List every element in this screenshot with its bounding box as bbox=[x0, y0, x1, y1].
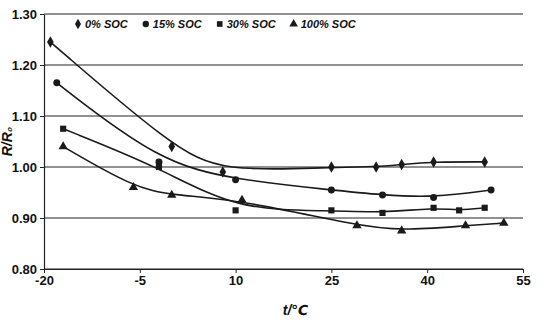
legend-symbol bbox=[217, 21, 223, 27]
point bbox=[481, 156, 488, 167]
axis-line bbox=[44, 15, 45, 270]
point bbox=[328, 161, 335, 172]
tick-label: 1.10 bbox=[12, 109, 37, 124]
legend-label: 0% SOC bbox=[85, 18, 129, 30]
tick: 1.10 bbox=[12, 109, 44, 124]
point bbox=[232, 176, 239, 183]
legend-symbol bbox=[75, 19, 81, 30]
point bbox=[430, 194, 437, 201]
point bbox=[129, 182, 138, 190]
tick-label: 1.20 bbox=[12, 58, 37, 73]
tick-label: 25 bbox=[325, 273, 339, 288]
series-line bbox=[63, 147, 504, 229]
point bbox=[398, 159, 405, 170]
grid-line bbox=[44, 14, 523, 15]
grid-line bbox=[44, 167, 523, 168]
legend-symbol bbox=[143, 21, 149, 27]
tick: 0.90 bbox=[12, 211, 44, 226]
point bbox=[352, 220, 361, 228]
tick-label: 55 bbox=[516, 273, 530, 288]
tick-label: -5 bbox=[135, 273, 147, 288]
point bbox=[156, 164, 162, 170]
point bbox=[328, 207, 334, 213]
point bbox=[237, 195, 246, 203]
legend-item: 100% SOC bbox=[289, 18, 356, 30]
y-axis-title: R/R₀ bbox=[0, 126, 15, 156]
point bbox=[47, 36, 54, 47]
tick-label: 0.80 bbox=[12, 262, 37, 277]
point bbox=[379, 210, 385, 216]
grid-line bbox=[44, 116, 523, 117]
y-axis: 0.80 0.90 1.00 1.10 1.20 1.30 bbox=[12, 7, 45, 277]
legend-label: 30% SOC bbox=[227, 18, 277, 30]
legend-item: 15% SOC bbox=[143, 18, 203, 30]
point bbox=[328, 186, 335, 193]
point bbox=[499, 218, 508, 226]
tick-mark bbox=[40, 65, 44, 66]
tick-label: 0.90 bbox=[12, 211, 37, 226]
tick-label: 1.00 bbox=[12, 160, 37, 175]
point bbox=[53, 79, 60, 86]
point bbox=[60, 126, 66, 132]
tick-mark bbox=[40, 116, 44, 117]
legend-item: 30% SOC bbox=[217, 18, 277, 30]
tick: 1.20 bbox=[12, 58, 44, 73]
legend: 0% SOC 15% SOC 30% SOC 100% SOC bbox=[75, 18, 357, 30]
point bbox=[379, 192, 386, 199]
plot: -20 -5 10 25 40 55 0.80 0.90 1.00 1.10 1.20 1.30 0% … bbox=[12, 7, 531, 289]
grid-line bbox=[44, 218, 523, 219]
grid bbox=[44, 14, 523, 269]
point bbox=[488, 186, 495, 193]
tick: 25 bbox=[325, 269, 339, 288]
tick: -20 bbox=[35, 269, 54, 288]
tick: 0.80 bbox=[12, 262, 44, 277]
tick-mark bbox=[40, 167, 44, 168]
series-line bbox=[63, 129, 485, 212]
point bbox=[431, 205, 437, 211]
point bbox=[461, 220, 470, 228]
tick: -5 bbox=[135, 269, 147, 288]
chart: -20 -5 10 25 40 55 0.80 0.90 1.00 1.10 1.20 1.30 0% … bbox=[0, 0, 547, 329]
axis-line bbox=[45, 269, 524, 270]
tick: 1.30 bbox=[12, 7, 44, 22]
tick: 40 bbox=[420, 269, 434, 288]
point bbox=[167, 190, 176, 198]
tick-label: 1.30 bbox=[12, 7, 37, 22]
tick: 1.00 bbox=[12, 160, 44, 175]
tick: 10 bbox=[229, 269, 243, 288]
x-axis-title: t/℃ bbox=[283, 302, 309, 318]
x-axis: -20 -5 10 25 40 55 bbox=[35, 269, 531, 288]
point bbox=[397, 225, 406, 233]
tick-mark bbox=[40, 269, 44, 270]
marks bbox=[47, 36, 508, 233]
tick-label: -20 bbox=[35, 273, 54, 288]
point bbox=[233, 207, 239, 213]
grid-line bbox=[44, 65, 523, 66]
tick-label: 10 bbox=[229, 273, 243, 288]
grid-line bbox=[44, 269, 523, 270]
legend-label: 15% SOC bbox=[153, 18, 203, 30]
point bbox=[373, 161, 380, 172]
tick-mark bbox=[40, 14, 44, 15]
legend-item: 0% SOC bbox=[75, 18, 129, 30]
tick: 55 bbox=[516, 269, 530, 288]
point bbox=[168, 141, 175, 152]
point bbox=[456, 207, 462, 213]
point bbox=[430, 156, 437, 167]
legend-label: 100% SOC bbox=[301, 18, 357, 30]
point bbox=[58, 141, 67, 149]
point bbox=[482, 205, 488, 211]
legend-symbol bbox=[289, 19, 298, 26]
tick-mark bbox=[40, 218, 44, 219]
tick-label: 40 bbox=[420, 273, 434, 288]
